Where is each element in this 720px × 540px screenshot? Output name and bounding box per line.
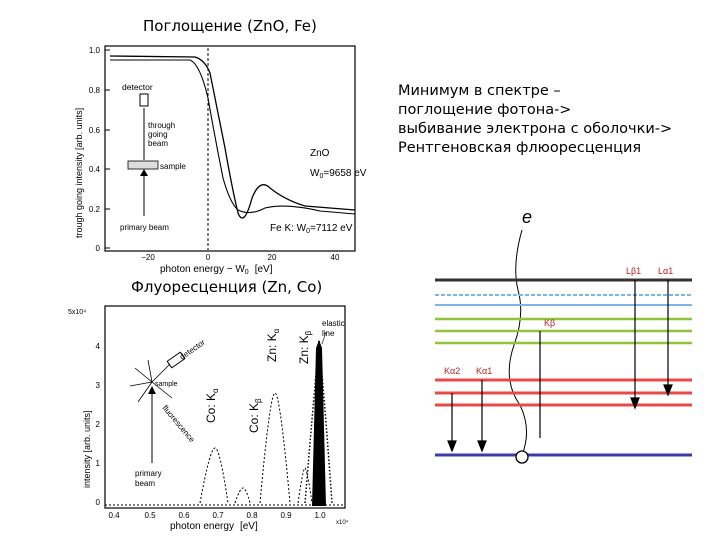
y-tick-label: 0.2 bbox=[89, 205, 101, 214]
elastic-line-label: line bbox=[322, 329, 335, 338]
x-tick-label: 20 bbox=[268, 253, 277, 262]
zn-kb-peak bbox=[297, 467, 313, 504]
x-tick-label: 0.6 bbox=[178, 511, 190, 520]
fluorescence-title: Флуоресценция (Zn, Co) bbox=[131, 278, 323, 296]
fluorescence-rays bbox=[129, 359, 173, 403]
inset-primary-label: primary bbox=[135, 469, 162, 478]
co-ka-peak bbox=[199, 447, 229, 504]
electron-label: e bbox=[522, 207, 532, 227]
fluorescence-plot-frame bbox=[104, 305, 346, 509]
fe-edge-label: Fe K: W0=7112 eV bbox=[270, 223, 353, 235]
y-tick-label: 0.6 bbox=[89, 126, 101, 135]
level-label: Kβ bbox=[544, 318, 555, 328]
note-line: Минимум в спектре – bbox=[398, 83, 561, 99]
y-tick-label: 0.4 bbox=[89, 165, 101, 174]
y-tick-label: 3 bbox=[96, 381, 101, 390]
y-tick-label: 1.0 bbox=[89, 46, 101, 55]
absorption-title: Поглощение (ZnO, Fe) bbox=[143, 17, 317, 35]
co-kb-label: Co: Kβ bbox=[247, 398, 263, 433]
x-tick-label: 0 bbox=[206, 253, 211, 262]
level-label: Kα2 bbox=[444, 366, 460, 376]
absorption-chart: 1.0 0.8 0.6 0.4 0.2 0 −20 0 20 40 photon… bbox=[74, 45, 367, 276]
x-tick-label: 1.0 bbox=[314, 511, 326, 520]
explanation-note: Минимум в спектре – поглощение фотона-> … bbox=[398, 82, 698, 158]
elastic-peak bbox=[312, 340, 326, 506]
energy-level-diagram: e Lβ1 Lα1 Kβ Kα2 Kα1 bbox=[435, 207, 692, 464]
inset-sample-label: sample bbox=[160, 162, 186, 171]
absorption-xlabel: photon energy − W0 [eV] bbox=[160, 264, 273, 276]
y-tick-label: 0 bbox=[96, 244, 101, 253]
zno-edge-label: W0=9658 eV bbox=[310, 168, 367, 180]
x-multiplier: x10⁴ bbox=[336, 519, 349, 526]
level-label: Lβ1 bbox=[626, 266, 641, 276]
inset-detector-label: detector bbox=[122, 82, 153, 92]
inset-through-label: through bbox=[148, 121, 175, 130]
sample-icon bbox=[127, 160, 159, 170]
detector-icon bbox=[139, 93, 149, 107]
fluorescence-chart: 5x10⁴ 4 3 2 1 0 0.4 0.5 0.6 0.7 0.8 0.9 … bbox=[68, 305, 349, 532]
note-line: выбивание электрона с оболочки-> bbox=[398, 121, 673, 137]
x-tick-label: 40 bbox=[331, 253, 340, 262]
co-kb-peak bbox=[234, 487, 251, 504]
x-tick-label: 0.7 bbox=[212, 511, 224, 520]
note-line: поглощение фотона-> bbox=[398, 102, 572, 118]
absorption-plot-frame bbox=[104, 45, 356, 252]
zn-kb-label: Zn: Kβ bbox=[297, 330, 313, 364]
zn-ka-label: Zn: Kα bbox=[265, 328, 281, 362]
primary-beam-arrow bbox=[148, 386, 156, 394]
inset-fluorescence-label: fluorescence bbox=[160, 404, 196, 445]
detector-icon bbox=[166, 351, 186, 369]
fluorescence-ylabel: intensity [arb. units] bbox=[82, 410, 92, 488]
zno-label: ZnO bbox=[310, 148, 330, 159]
x-tick-label: 0.8 bbox=[246, 511, 258, 520]
y-tick-label: 2 bbox=[96, 420, 101, 429]
co-ka-label: Co: Kα bbox=[204, 388, 220, 423]
y-tick-label: 0 bbox=[96, 498, 101, 507]
y-tick-label: 0.8 bbox=[89, 86, 101, 95]
transition-arrows bbox=[447, 280, 673, 453]
fluorescence-xlabel: photon energy [eV] bbox=[170, 521, 258, 532]
y-tick-label: 4 bbox=[96, 342, 101, 351]
electron-trajectory bbox=[508, 229, 527, 456]
note-line: Рентгеновская флюоресценция bbox=[398, 140, 642, 156]
x-tick-label: −20 bbox=[141, 253, 155, 262]
inset-primary-label: primary beam bbox=[120, 223, 169, 232]
absorption-ylabel: trough going intensity [arb. units] bbox=[74, 108, 84, 238]
inset-sample-label: sample bbox=[155, 381, 178, 388]
vacancy-circle bbox=[515, 450, 529, 464]
elastic-pointer bbox=[321, 331, 327, 345]
y-multiplier: 5x10⁴ bbox=[68, 309, 86, 316]
zno-absorption-curve bbox=[109, 55, 356, 219]
primary-beam-arrow bbox=[140, 169, 148, 176]
level-label: Lα1 bbox=[658, 266, 673, 276]
level-label: Kα1 bbox=[476, 366, 492, 376]
inset-detector-label: detector bbox=[178, 337, 207, 361]
inset-beam-label: beam bbox=[135, 479, 155, 488]
x-tick-label: 0.5 bbox=[144, 511, 156, 520]
zn-ka-peak bbox=[259, 392, 291, 504]
elastic-label: elastic bbox=[322, 319, 345, 328]
x-tick-label: 0.9 bbox=[280, 511, 292, 520]
x-tick-label: 0.4 bbox=[108, 511, 120, 520]
fe-absorption-curve bbox=[110, 59, 356, 215]
y-tick-label: 1 bbox=[96, 459, 101, 468]
inset-beam-label: beam bbox=[148, 139, 168, 148]
inset-going-label: going bbox=[148, 130, 168, 139]
